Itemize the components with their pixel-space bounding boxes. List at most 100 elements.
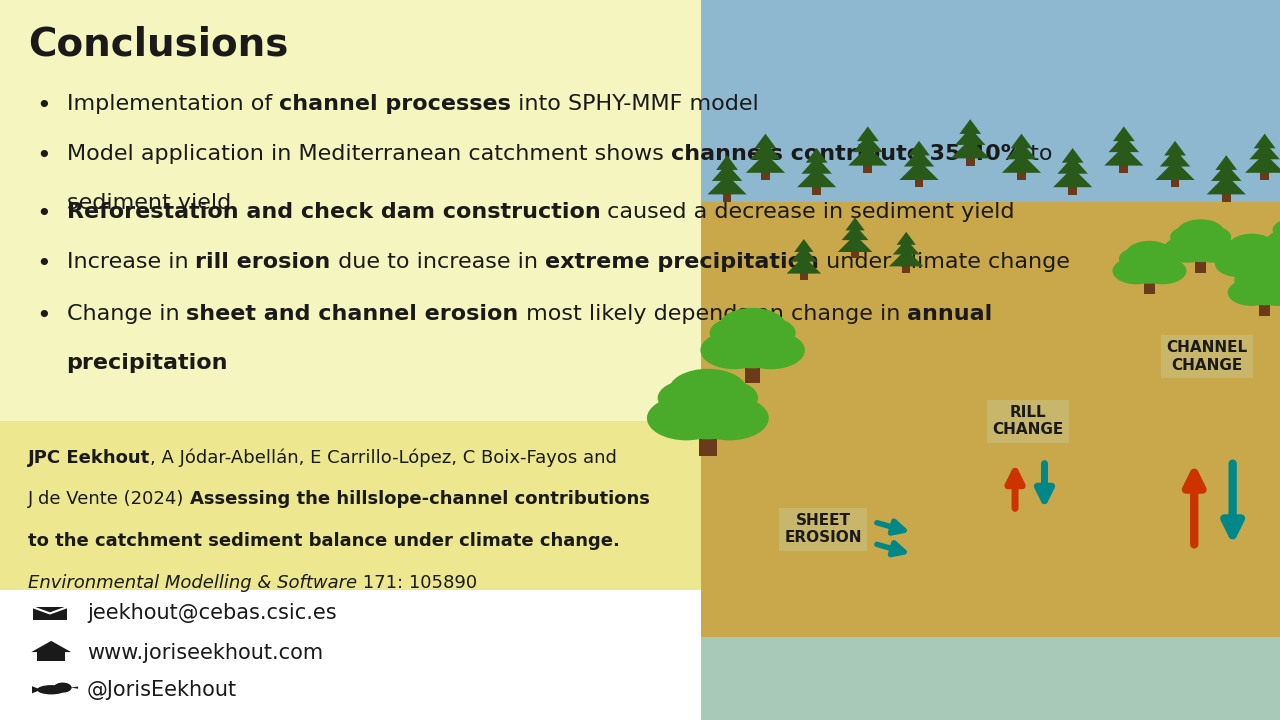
Bar [699, 428, 717, 456]
Circle shape [646, 396, 726, 441]
Bar [1018, 171, 1025, 180]
Polygon shape [1057, 157, 1088, 174]
Bar [37, 652, 65, 660]
Polygon shape [955, 127, 986, 145]
Text: Change in: Change in [67, 304, 187, 324]
Circle shape [1243, 240, 1280, 263]
Bar [1222, 193, 1230, 202]
Polygon shape [708, 175, 746, 194]
Text: rill erosion: rill erosion [196, 252, 330, 272]
Bar [813, 186, 820, 194]
Ellipse shape [814, 220, 1075, 472]
Circle shape [1170, 228, 1231, 262]
Polygon shape [1211, 164, 1242, 181]
Bar [1247, 270, 1257, 287]
Text: CHANNEL
CHANGE: CHANNEL CHANGE [1166, 340, 1248, 373]
Text: precipitation: precipitation [67, 353, 228, 373]
Text: into SPHY-MMF model: into SPHY-MMF model [511, 94, 759, 114]
Circle shape [1272, 220, 1280, 255]
Bar [1171, 179, 1179, 187]
Polygon shape [1062, 148, 1083, 163]
Circle shape [668, 369, 748, 413]
Text: Increase in: Increase in [67, 252, 196, 272]
Polygon shape [1006, 143, 1037, 159]
Ellipse shape [37, 685, 65, 694]
Circle shape [1234, 271, 1280, 305]
Text: jeekhout@cebas.csic.es: jeekhout@cebas.csic.es [87, 603, 337, 624]
Circle shape [1192, 226, 1231, 248]
Polygon shape [1053, 168, 1092, 187]
Polygon shape [900, 161, 938, 180]
Polygon shape [806, 148, 828, 163]
Circle shape [709, 318, 765, 348]
Polygon shape [838, 235, 873, 252]
Text: •: • [36, 94, 51, 117]
Polygon shape [960, 120, 980, 134]
Polygon shape [717, 156, 739, 170]
Bar [1260, 299, 1270, 315]
Circle shape [690, 396, 769, 441]
Polygon shape [897, 232, 916, 245]
Polygon shape [1108, 135, 1139, 152]
Text: •: • [36, 304, 51, 328]
Bar [902, 266, 910, 273]
Bar [1144, 277, 1155, 294]
Text: @JorisEekhout: @JorisEekhout [87, 680, 237, 700]
Polygon shape [852, 135, 883, 152]
Bar [915, 179, 923, 187]
Bar [745, 359, 760, 383]
Bar [1120, 164, 1128, 173]
Circle shape [54, 683, 72, 693]
Bar [864, 164, 872, 173]
Polygon shape [1160, 149, 1190, 166]
Text: to the catchment sediment balance under climate change.: to the catchment sediment balance under … [28, 532, 620, 550]
Text: •: • [36, 202, 51, 225]
Polygon shape [858, 127, 879, 141]
Polygon shape [746, 153, 785, 173]
Circle shape [1234, 269, 1274, 291]
Text: channel processes: channel processes [279, 94, 511, 114]
Text: , A Jódar-Abellán, E Carrillo-López, C Boix-Fayos and: , A Jódar-Abellán, E Carrillo-López, C B… [151, 449, 617, 467]
Text: Implementation of: Implementation of [67, 94, 279, 114]
Text: Environmental Modelling & Software: Environmental Modelling & Software [28, 574, 357, 592]
Text: RILL
CHANGE: RILL CHANGE [992, 405, 1064, 437]
Polygon shape [750, 143, 781, 159]
Bar [851, 251, 859, 258]
Polygon shape [842, 225, 869, 240]
Polygon shape [70, 687, 78, 688]
Text: •: • [36, 252, 51, 276]
Text: Model application in Mediterranean catchment shows: Model application in Mediterranean catch… [67, 144, 671, 164]
Circle shape [1266, 228, 1280, 256]
Circle shape [1125, 241, 1174, 268]
Text: J de Vente (2024): J de Vente (2024) [28, 490, 191, 508]
Polygon shape [791, 246, 818, 262]
Bar [1196, 256, 1206, 272]
Polygon shape [1002, 153, 1041, 173]
Polygon shape [1207, 175, 1245, 194]
Circle shape [1272, 219, 1280, 240]
Circle shape [658, 380, 722, 416]
Text: annual: annual [908, 304, 992, 324]
Text: extreme precipitation: extreme precipitation [545, 252, 819, 272]
Circle shape [1215, 250, 1262, 277]
Bar [723, 193, 731, 202]
Polygon shape [31, 641, 72, 652]
Polygon shape [797, 168, 836, 187]
Text: sheet and channel erosion: sheet and channel erosion [187, 304, 518, 324]
Circle shape [1176, 220, 1225, 246]
Polygon shape [1114, 127, 1135, 141]
Circle shape [1254, 279, 1280, 306]
Polygon shape [1156, 161, 1194, 180]
Circle shape [1170, 226, 1210, 248]
Polygon shape [893, 239, 920, 255]
Text: to: to [1023, 144, 1052, 164]
Text: SHEET
EROSION: SHEET EROSION [785, 513, 861, 546]
Polygon shape [786, 256, 822, 274]
Circle shape [1228, 279, 1275, 306]
Text: Reforestation and check dam construction: Reforestation and check dam construction [67, 202, 600, 222]
Polygon shape [1105, 146, 1143, 166]
Bar [0, 590, 701, 720]
Text: under climate change: under climate change [819, 252, 1069, 272]
Circle shape [740, 318, 796, 348]
Polygon shape [909, 141, 931, 156]
